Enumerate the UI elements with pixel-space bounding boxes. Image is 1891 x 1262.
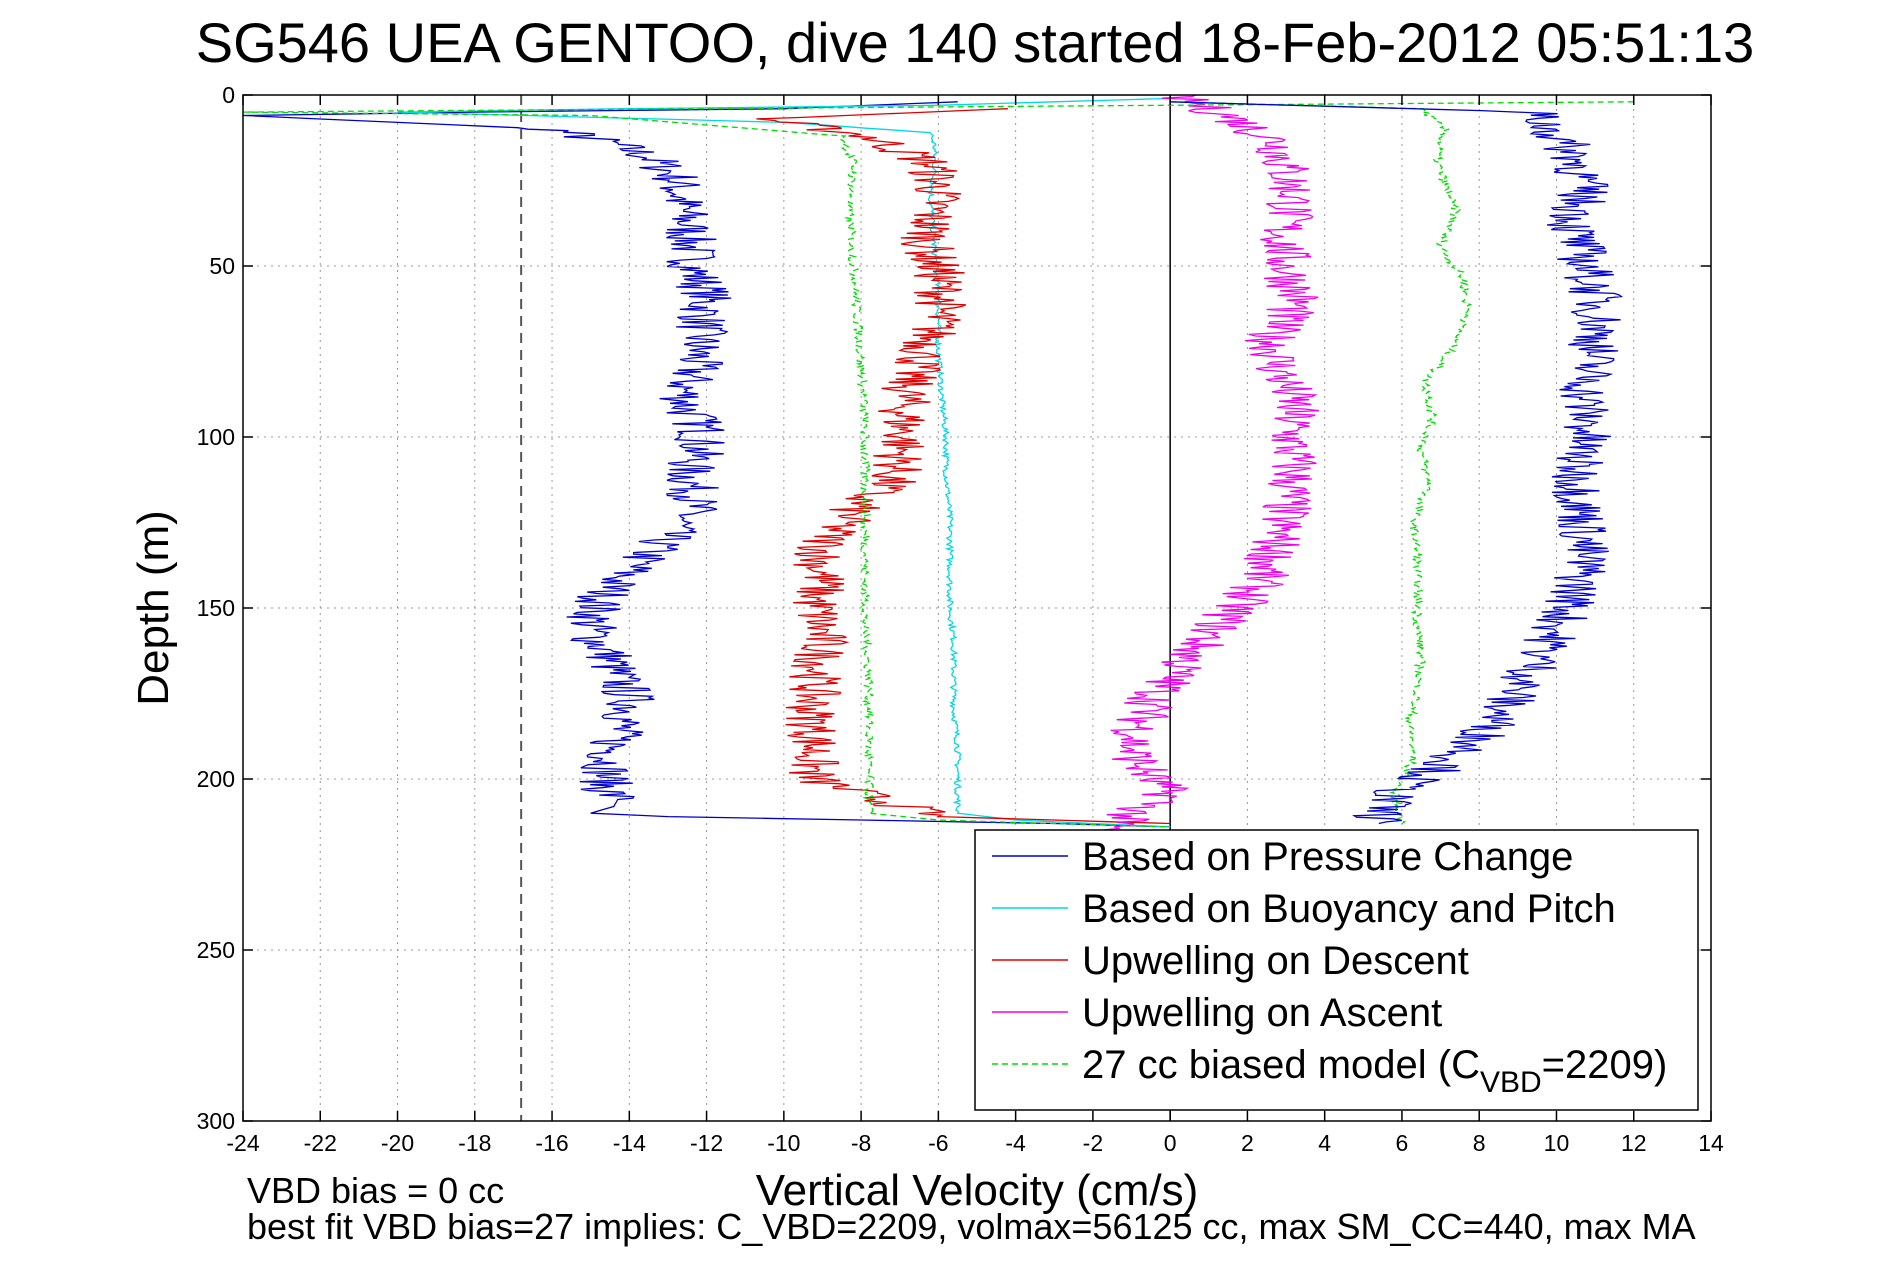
x-tick-label: 4 [1318,1130,1331,1156]
series-line [1170,101,1624,825]
x-tick-label: -16 [535,1130,568,1156]
vbd-bias-note: VBD bias = 0 cc [247,1170,504,1211]
x-tick-label: 0 [1164,1130,1177,1156]
chart-title: SG546 UEA GENTOO, dive 140 started 18-Fe… [196,11,1755,74]
series-line [756,108,1171,825]
x-tick-label: -4 [1005,1130,1026,1156]
legend-label: Upwelling on Descent [1082,939,1469,983]
series-line [397,97,1171,828]
data-series [243,95,1634,842]
series-line [953,95,1319,842]
x-tick-label: -8 [851,1130,871,1156]
y-tick-label: 50 [209,253,235,279]
y-tick-label: 150 [197,595,235,621]
y-tick-label: 0 [222,82,235,108]
y-tick-label: 100 [197,424,235,450]
legend-label: Based on Buoyancy and Pitch [1082,887,1616,931]
x-tick-label: -24 [226,1130,259,1156]
x-tick-label: -2 [1083,1130,1103,1156]
series-line [243,101,1634,828]
x-tick-label: 10 [1544,1130,1570,1156]
best-fit-note: best fit VBD bias=27 implies: C_VBD=2209… [247,1206,1696,1247]
x-tick-label: -22 [304,1130,337,1156]
x-axis-label: Vertical Velocity (cm/s) [756,1166,1199,1215]
legend: Based on Pressure Change Based on Buoyanc… [974,829,1699,1111]
x-tick-label: -20 [381,1130,414,1156]
x-tick-label: 12 [1621,1130,1647,1156]
legend-label: Based on Pressure Change [1082,835,1573,879]
x-tick-label: 6 [1396,1130,1409,1156]
series-line [1170,101,1473,825]
x-tick-label: -14 [613,1130,646,1156]
y-axis-ticks: 0 50 100 150 200 250 300 [197,82,1711,1134]
x-tick-label: 14 [1698,1130,1724,1156]
x-tick-label: -6 [928,1130,948,1156]
y-tick-label: 200 [197,766,235,792]
legend-label: Upwelling on Ascent [1082,991,1442,1035]
x-tick-label: -18 [458,1130,491,1156]
legend-box [974,829,1699,1111]
x-tick-label: -10 [767,1130,800,1156]
x-tick-label: -12 [690,1130,723,1156]
y-axis-label: Depth (m) [129,510,178,706]
series-line [243,101,1171,828]
x-tick-label: 8 [1473,1130,1486,1156]
x-tick-label: 2 [1241,1130,1254,1156]
y-tick-label: 250 [197,937,235,963]
y-tick-label: 300 [197,1108,235,1134]
x-axis-ticks: -24 -22 -20 -18 -16 -14 -12 -10 -8 -6 -4 -2 0 2 4 6 8 10 1… [226,95,1724,1156]
